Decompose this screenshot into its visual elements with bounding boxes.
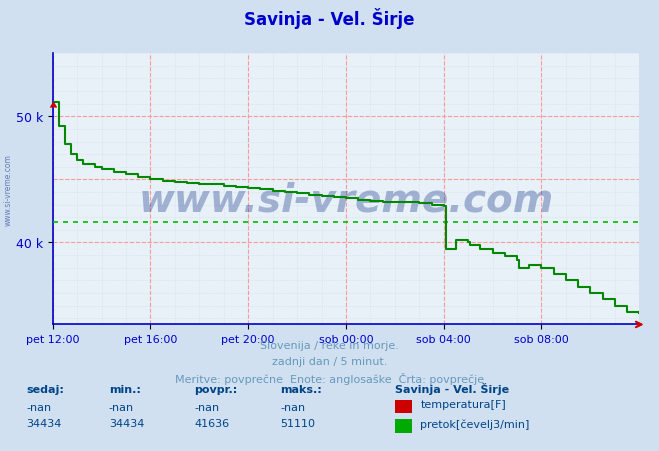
Text: -nan: -nan [109, 402, 134, 412]
Text: temperatura[F]: temperatura[F] [420, 399, 506, 409]
Text: povpr.:: povpr.: [194, 384, 238, 394]
Text: maks.:: maks.: [280, 384, 322, 394]
Text: -nan: -nan [280, 402, 305, 412]
Text: 34434: 34434 [109, 418, 144, 428]
Text: -nan: -nan [26, 402, 51, 412]
Text: Meritve: povprečne  Enote: anglosaške  Črta: povprečje: Meritve: povprečne Enote: anglosaške Črt… [175, 372, 484, 384]
Text: www.si-vreme.com: www.si-vreme.com [3, 153, 13, 226]
Text: 34434: 34434 [26, 418, 62, 428]
Text: Savinja - Vel. Širje: Savinja - Vel. Širje [244, 9, 415, 29]
Text: pretok[čevelj3/min]: pretok[čevelj3/min] [420, 418, 530, 428]
Text: sedaj:: sedaj: [26, 384, 64, 394]
Text: Slovenija / reke in morje.: Slovenija / reke in morje. [260, 341, 399, 350]
Text: min.:: min.: [109, 384, 140, 394]
Text: 41636: 41636 [194, 418, 229, 428]
Text: zadnji dan / 5 minut.: zadnji dan / 5 minut. [272, 356, 387, 366]
Text: -nan: -nan [194, 402, 219, 412]
Text: www.si-vreme.com: www.si-vreme.com [138, 181, 554, 219]
Text: Savinja - Vel. Širje: Savinja - Vel. Širje [395, 382, 509, 394]
Text: 51110: 51110 [280, 418, 315, 428]
